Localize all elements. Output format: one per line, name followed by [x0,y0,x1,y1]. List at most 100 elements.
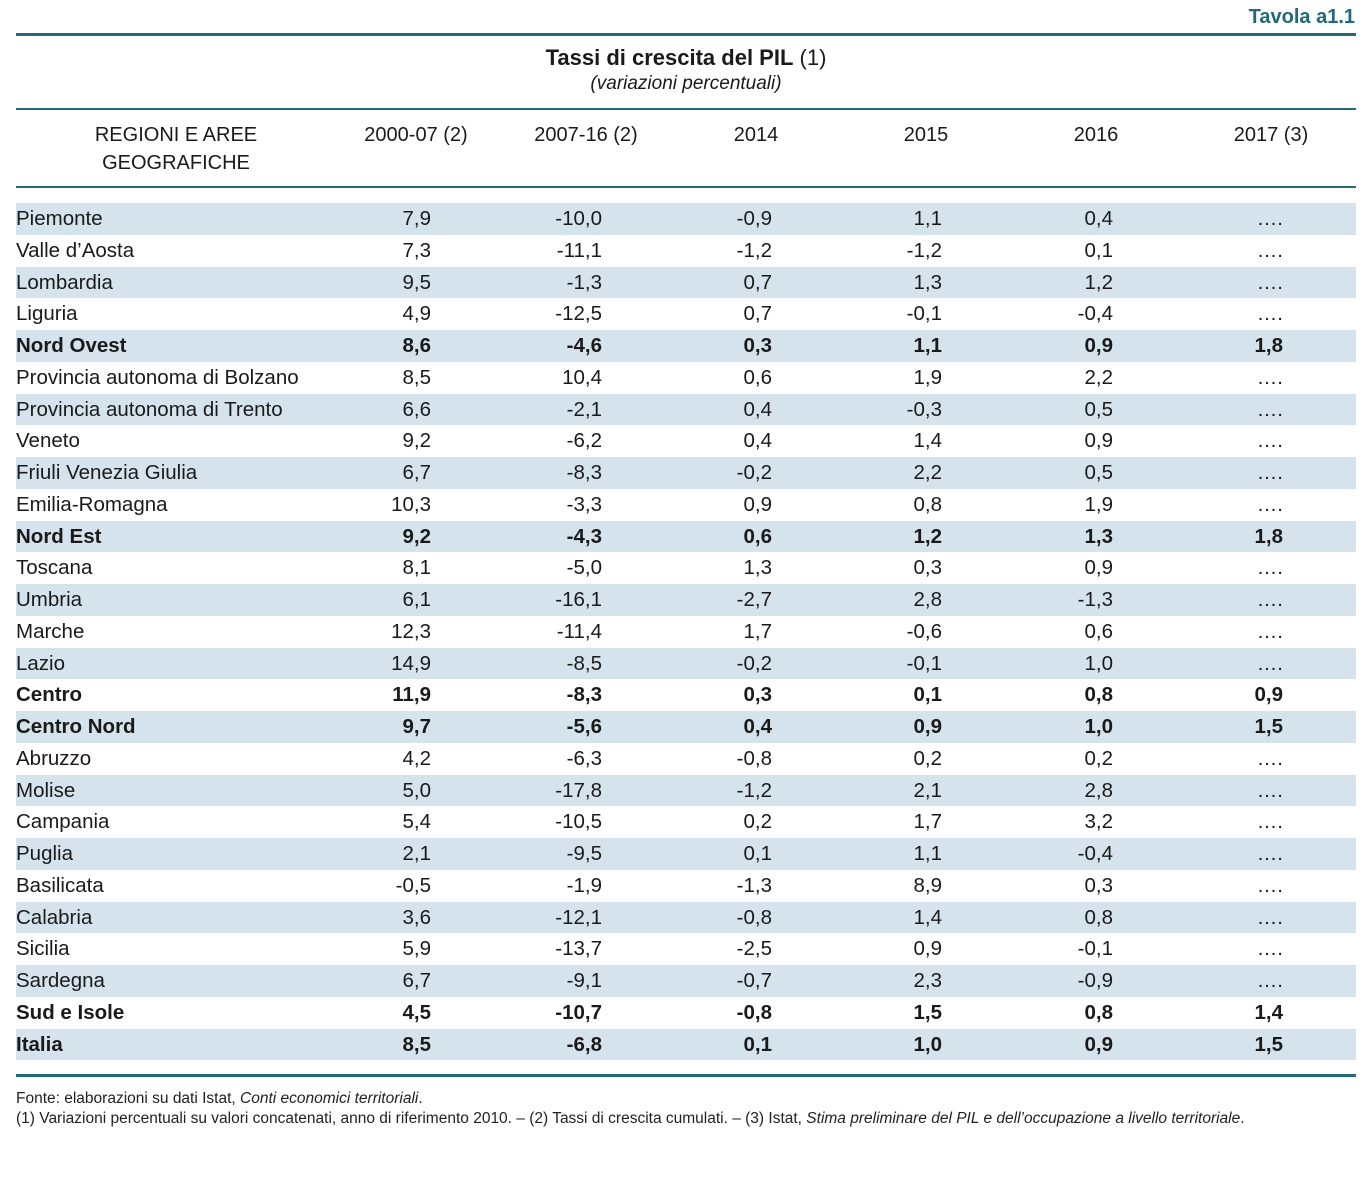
value-cell: 1,5 [1254,715,1284,738]
value-cell: -0,8 [736,1000,772,1024]
value-cell: 0,1 [743,842,773,865]
value-cell: 4,9 [402,302,432,326]
value-cell: -0,1 [906,651,942,675]
value-cell: 0,4 [743,429,773,453]
value-cell: -1,2 [906,238,942,262]
region-name: Emilia-Romagna [16,492,168,516]
header-bottom-rule [16,186,1356,188]
value-cell: -2,5 [736,937,772,961]
value-cell: 1,3 [913,270,943,294]
value-cell: 10,3 [391,492,431,516]
value-cell: -6,2 [566,429,602,453]
value-cell: -9,5 [566,842,602,865]
value-cell: …. [1256,302,1283,326]
value-cell: 1,3 [743,556,773,580]
table-row: Lombardia 9,5 -1,3 0,7 1,3 1,2 …. [16,266,1356,299]
region-name: Liguria [16,302,78,326]
value-cell: 0,3 [743,683,773,707]
value-cell: -4,6 [566,334,602,357]
table-row: Puglia 2,1 -9,5 0,1 1,1 -0,4 …. [16,838,1356,870]
value-cell: …. [1256,238,1283,262]
table-title-main: Tassi di crescita del PIL [545,45,794,70]
value-cell: 2,2 [913,461,943,484]
value-cell: 1,0 [1084,715,1114,738]
value-cell: 1,7 [743,619,773,643]
value-cell: -1,3 [1077,588,1113,611]
value-cell: 0,9 [1084,429,1114,453]
value-cell: 0,6 [743,365,773,389]
region-name: Centro Nord [16,715,136,738]
value-cell: -17,8 [555,778,602,802]
value-cell: …. [1256,873,1283,897]
value-cell: 8,5 [402,1032,432,1056]
value-cell: -16,1 [555,588,602,611]
value-cell: -9,1 [566,969,602,992]
value-cell: 0,9 [913,715,943,738]
value-cell: 14,9 [391,651,431,675]
table-row-aggregate: Centro Nord 9,7 -5,6 0,4 0,9 1,0 1,5 [16,711,1356,743]
value-cell: …. [1256,746,1283,770]
value-cell: 0,8 [913,492,943,516]
value-cell: …. [1256,588,1283,611]
value-cell: 0,3 [743,334,773,357]
value-cell: 1,4 [913,905,943,929]
region-name: Abruzzo [16,746,92,770]
table-title-note-ref: (1) [799,45,827,70]
value-cell: …. [1256,651,1283,675]
value-cell: 0,6 [1084,619,1114,643]
table-row: Provincia autonoma di Trento 6,6 -2,1 0,4 -0… [16,393,1356,426]
table-subtitle: (variazioni percentuali) [590,73,782,94]
value-cell: 4,2 [402,746,432,770]
region-name: Piemonte [16,207,103,230]
value-cell: -0,6 [906,619,942,643]
region-name: Campania [16,810,110,834]
value-cell: 6,6 [402,397,432,421]
value-cell: …. [1256,969,1283,992]
column-header: 2007-16 (2) [534,124,638,146]
value-cell: -5,6 [566,715,602,738]
region-name: Calabria [16,905,93,929]
value-cell: 4,5 [402,1000,432,1024]
value-cell: -2,7 [736,588,772,611]
value-cell: …. [1256,905,1283,929]
value-cell: 7,9 [402,207,432,230]
value-cell: -0,5 [395,873,431,897]
value-cell: 1,9 [913,365,943,389]
table-row: Campania 5,4 -10,5 0,2 1,7 3,2 …. [16,806,1356,838]
region-name: Nord Ovest [16,334,127,357]
value-cell: -8,5 [566,651,602,675]
region-name: Provincia autonoma di Bolzano [16,365,299,389]
value-cell: 1,9 [1084,492,1114,516]
table-row: Valle d’Aosta 7,3 -11,1 -1,2 -1,2 0,1 …. [16,235,1356,267]
value-cell: 0,9 [1254,683,1284,707]
table-row-aggregate: Nord Est 9,2 -4,3 0,6 1,2 1,3 1,8 [16,520,1356,553]
value-cell: 5,9 [402,937,432,961]
column-header: 2015 [903,124,949,146]
value-cell: 2,2 [1084,365,1114,389]
value-cell: 5,4 [402,810,432,834]
value-cell: 0,4 [743,715,773,738]
value-cell: -1,2 [736,778,772,802]
value-cell: 0,2 [743,810,773,834]
table-row: Friuli Venezia Giulia 6,7 -8,3 -0,2 2,2 0,5 …. [16,457,1356,489]
table-row: Marche 12,3 -11,4 1,7 -0,6 0,6 …. [16,616,1356,648]
value-cell: 1,5 [1254,1032,1284,1056]
value-cell: 0,5 [1084,461,1114,484]
table-row: Piemonte 7,9 -10,0 -0,9 1,1 0,4 …. [16,203,1356,235]
region-name: Marche [16,619,85,643]
value-cell: …. [1256,619,1283,643]
value-cell: 5,0 [402,778,432,802]
table-row: Lazio 14,9 -8,5 -0,2 -0,1 1,0 …. [16,647,1356,680]
value-cell: 2,3 [913,969,943,992]
value-cell: 9,7 [402,715,432,738]
value-cell: 0,1 [1084,238,1114,262]
value-cell: -0,8 [736,746,772,770]
value-cell: …. [1256,842,1283,865]
footnote-italic: Stima preliminare del PIL e dell’occupaz… [806,1110,1241,1127]
table-row: Calabria 3,6 -12,1 -0,8 1,4 0,8 …. [16,901,1356,934]
column-header: 2017 (3) [1233,124,1309,146]
value-cell: 1,2 [1084,270,1114,294]
value-cell: -12,1 [555,905,602,929]
value-cell: -4,3 [566,524,602,548]
value-cell: 0,8 [1084,683,1114,707]
